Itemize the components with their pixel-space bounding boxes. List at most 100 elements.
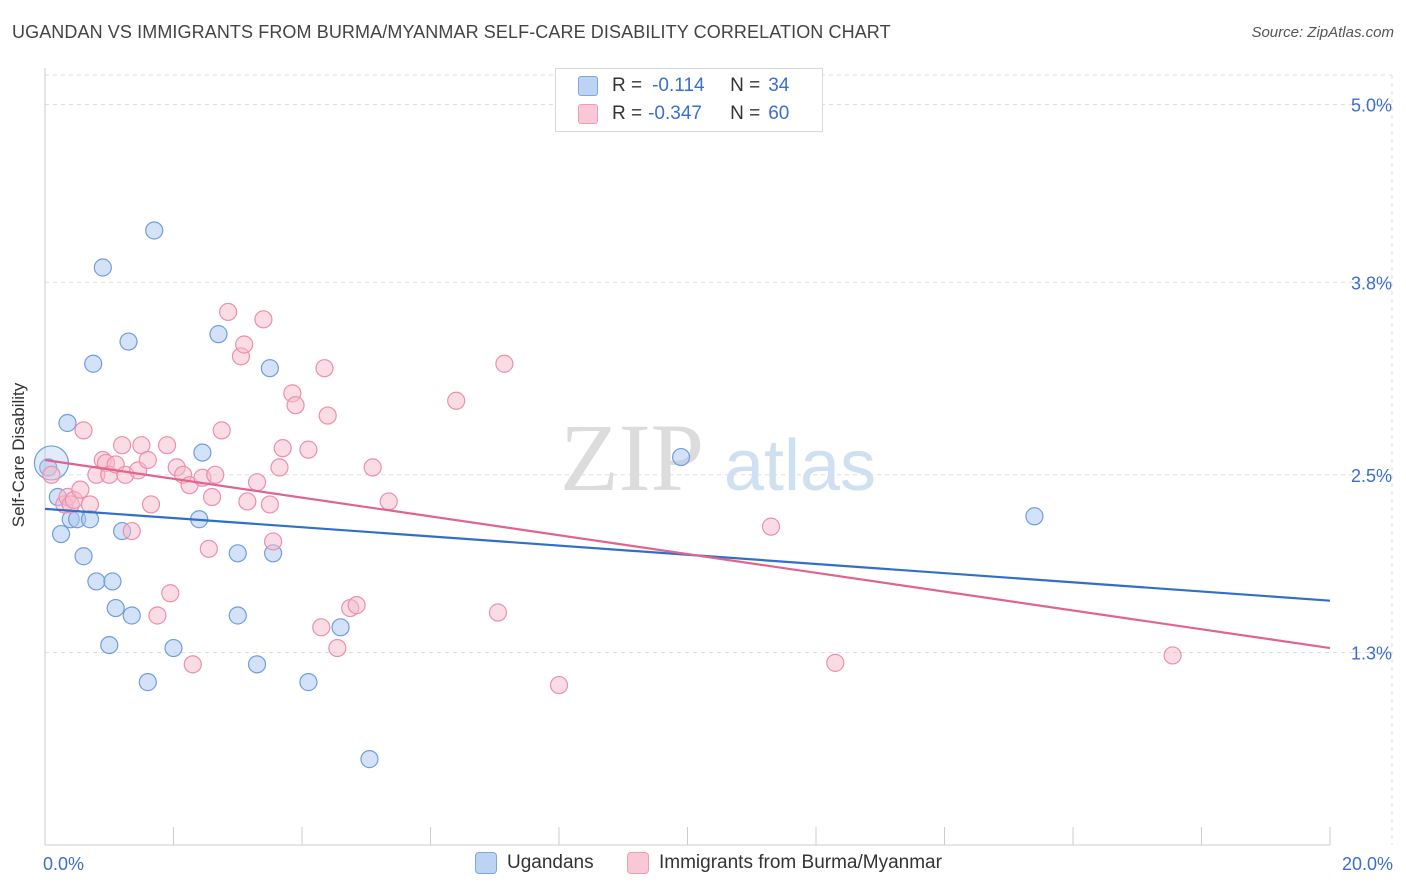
point-ugandans	[145, 221, 164, 240]
point-burma	[161, 584, 180, 603]
point-burma	[157, 436, 177, 455]
point-burma	[206, 465, 225, 484]
point-burma	[138, 450, 157, 470]
point-burma	[71, 480, 90, 499]
point-burma	[299, 440, 318, 459]
point-ugandans	[103, 572, 122, 591]
y-tick-label: 2.5%	[1351, 466, 1392, 486]
point-burma	[235, 335, 254, 354]
point-ugandans	[84, 354, 103, 373]
stats-row-ugandans: R = -0.114 N = 34	[578, 73, 789, 99]
legend-label-burma: Immigrants from Burma/Myanmar	[659, 852, 942, 873]
legend-swatch-burma	[627, 852, 649, 874]
point-burma	[122, 521, 141, 541]
point-ugandans	[260, 359, 279, 378]
point-burma	[270, 458, 289, 477]
y-axis-title: Self-Care Disability	[9, 382, 28, 528]
y-tick-label: 3.8%	[1351, 273, 1392, 293]
trend-line-burma	[44, 458, 1331, 650]
point-burma	[112, 436, 132, 455]
point-burma	[495, 354, 514, 373]
y-tick-label: 5.0%	[1351, 96, 1392, 116]
watermark-atlas: atlas	[724, 426, 876, 506]
point-ugandans	[93, 258, 112, 277]
point-burma	[826, 653, 845, 672]
stats-row-burma: R = -0.347 N = 60	[578, 101, 789, 127]
point-burma	[1163, 646, 1182, 665]
point-ugandans	[51, 524, 71, 544]
point-burma	[74, 421, 93, 440]
point-ugandans	[193, 443, 212, 462]
x-tick-label-max: 20.0%	[1342, 854, 1393, 874]
point-burma	[363, 458, 382, 477]
trend-lines	[44, 458, 1331, 650]
point-burma	[347, 596, 366, 615]
point-ugandans	[228, 606, 247, 625]
stats-legend: R = -0.114 N = 34 R = -0.347 N = 60	[555, 68, 823, 132]
point-burma	[42, 465, 61, 484]
point-burma	[199, 539, 218, 558]
legend-item-burma[interactable]: Immigrants from Burma/Myanmar	[627, 852, 942, 874]
source-label: Source: ZipAtlas.com	[1251, 24, 1394, 41]
point-ugandans	[119, 332, 138, 351]
point-burma	[315, 359, 334, 378]
axes	[44, 68, 1331, 846]
point-burma	[148, 606, 167, 625]
point-burma	[488, 603, 508, 622]
point-burma	[761, 517, 781, 536]
y-tick-label: 1.3%	[1351, 644, 1392, 664]
point-burma	[247, 473, 267, 492]
n-label: N =	[730, 103, 761, 124]
x-tick-label-min: 0.0%	[43, 854, 84, 874]
grid	[45, 74, 1393, 845]
series-ugandans	[33, 221, 1044, 769]
point-ugandans	[164, 638, 183, 658]
point-ugandans	[138, 673, 157, 692]
point-ugandans	[1025, 507, 1044, 526]
point-ugandans	[87, 572, 106, 591]
point-ugandans	[106, 598, 125, 618]
n-label: N =	[730, 75, 761, 96]
chart-title: UGANDAN VS IMMIGRANTS FROM BURMA/MYANMAR…	[12, 22, 891, 42]
point-ugandans	[209, 325, 228, 344]
point-burma	[141, 495, 161, 514]
point-burma	[219, 302, 238, 322]
point-burma	[260, 495, 279, 514]
point-burma	[202, 487, 222, 507]
point-burma	[549, 675, 569, 695]
point-burma	[379, 492, 398, 511]
point-burma	[254, 310, 273, 329]
legend-label-ugandans: Ugandans	[507, 852, 594, 873]
point-burma	[273, 439, 292, 458]
y-tick-labels: 1.3% 2.5% 3.8% 5.0%	[1351, 96, 1392, 664]
point-ugandans	[671, 447, 691, 467]
point-burma	[263, 532, 283, 551]
legend-swatch-ugandans	[475, 852, 497, 874]
point-burma	[238, 492, 257, 511]
point-burma	[212, 421, 231, 440]
x-tick-labels: 0.0% 20.0%	[43, 854, 1393, 874]
point-ugandans	[247, 655, 267, 674]
n-value: 34	[768, 75, 790, 96]
point-burma	[80, 495, 100, 514]
point-ugandans	[228, 544, 247, 563]
point-burma	[286, 396, 305, 415]
r-label: R =	[612, 103, 643, 124]
point-ugandans	[360, 750, 379, 769]
n-value: 60	[768, 103, 790, 124]
point-ugandans	[331, 618, 350, 637]
point-ugandans	[122, 606, 141, 625]
point-burma	[447, 391, 466, 410]
swatch-ugandans	[578, 76, 598, 96]
legend-item-ugandans[interactable]: Ugandans	[475, 852, 594, 874]
r-value: -0.347	[648, 103, 702, 124]
point-ugandans	[74, 547, 93, 566]
point-ugandans	[58, 413, 77, 433]
point-ugandans	[299, 673, 318, 692]
r-label: R =	[612, 75, 643, 96]
point-ugandans	[100, 635, 119, 655]
swatch-burma	[578, 104, 598, 124]
r-value: -0.114	[652, 75, 705, 96]
series-legend: Ugandans Immigrants from Burma/Myanmar	[0, 852, 1406, 878]
